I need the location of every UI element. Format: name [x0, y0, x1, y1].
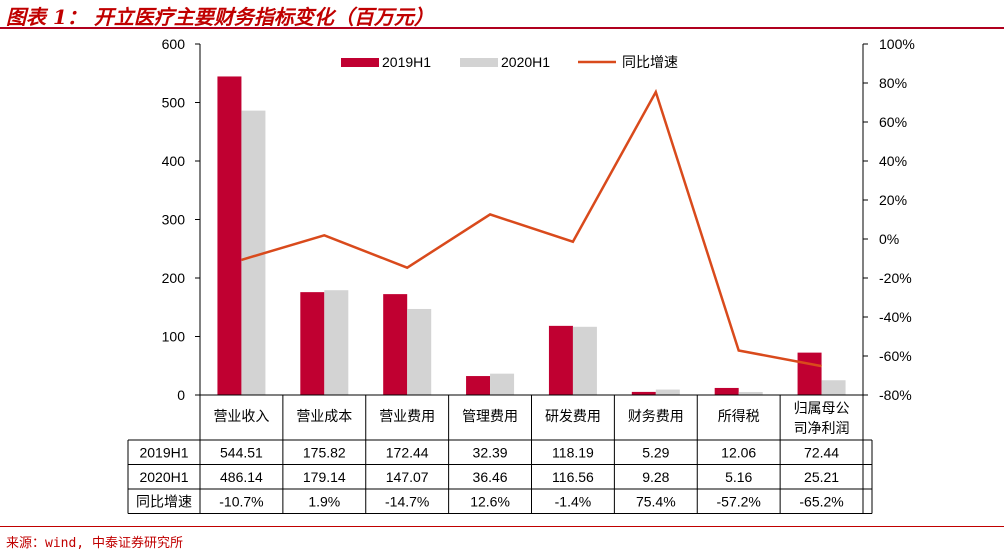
table-cell: 147.07: [386, 469, 429, 485]
bars: [217, 76, 845, 395]
legend-label-2019h1: 2019H1: [382, 54, 431, 70]
y-left-tick-label: 200: [162, 270, 186, 286]
table-cell: 118.19: [552, 444, 594, 460]
table-cell: 25.21: [804, 469, 839, 485]
y-right-tick-label: 20%: [879, 192, 907, 208]
table-row-label: 2019H1: [139, 444, 188, 460]
category-label: 营业收入: [213, 409, 269, 425]
table-cell: -57.2%: [717, 493, 761, 509]
y-right-tick-label: -60%: [879, 348, 912, 364]
category-label: 研发费用: [545, 409, 601, 425]
table-cell: 116.56: [552, 469, 594, 485]
bar-2019h1: [466, 376, 490, 395]
bar-2019h1: [383, 294, 407, 395]
category-label: 所得税: [718, 408, 760, 425]
bar-2019h1: [549, 326, 573, 395]
table-cell: 544.51: [220, 444, 263, 460]
bar-2020h1: [407, 309, 431, 395]
table-cell: -1.4%: [555, 493, 592, 509]
table-cell: 5.16: [725, 469, 752, 485]
table-cell: 179.14: [303, 469, 346, 485]
legend-label-growth: 同比增速: [622, 54, 678, 70]
table-cell: 486.14: [220, 469, 263, 485]
table-row-label: 2020H1: [139, 469, 188, 485]
y-left-tick-label: 300: [162, 212, 186, 228]
category-label: 营业费用: [379, 409, 435, 425]
y-left-tick-label: 0: [177, 387, 185, 403]
table-cell: 1.9%: [308, 493, 340, 509]
table-cell: -14.7%: [385, 493, 429, 509]
table-cell: 12.06: [721, 444, 756, 460]
bar-2020h1: [490, 374, 514, 395]
category-label-line: 归属母公: [794, 400, 850, 417]
bottom-rule: [0, 526, 1004, 527]
bar-2020h1: [822, 380, 846, 395]
y-left-tick-label: 400: [162, 153, 186, 169]
table-cell: 72.44: [804, 444, 839, 460]
legend: 2019H1 2020H1 同比增速: [341, 54, 678, 70]
y-left-tick-label: 100: [162, 329, 186, 345]
category-label: 管理费用: [462, 409, 518, 425]
category-label-line: 司净利润: [794, 421, 850, 437]
y-right-tick-label: 60%: [879, 114, 907, 130]
y-right-tick-label: 0%: [879, 231, 899, 247]
table-cell: 36.46: [473, 469, 508, 485]
y-right-tick-label: -20%: [879, 270, 912, 286]
table-cell: 9.28: [642, 469, 669, 485]
bar-2020h1: [656, 390, 680, 395]
y-left-tick-label: 600: [162, 36, 186, 52]
y-left-tick-label: 500: [162, 95, 186, 111]
bar-2019h1: [217, 76, 241, 395]
table-cell: 172.44: [386, 444, 429, 460]
legend-label-2020h1: 2020H1: [501, 54, 550, 70]
axes: 0 100 200 300 400 500 600 -80% -60% -40% -20% 0% 20%…: [162, 36, 915, 403]
y-right-tick-label: -40%: [879, 309, 912, 325]
table-cell: -65.2%: [799, 493, 843, 509]
table-cell: 32.39: [473, 444, 508, 460]
legend-swatch-2019h1: [341, 58, 379, 67]
table-cell: 175.82: [303, 444, 346, 460]
y-right-tick-label: -80%: [879, 387, 912, 403]
table-cell: 5.29: [642, 444, 669, 460]
table-cell: 75.4%: [636, 493, 676, 509]
chart: 0 100 200 300 400 500 600 -80% -60% -40% -20% 0% 20%…: [0, 0, 1004, 526]
y-right-tick-label: 40%: [879, 153, 907, 169]
category-label: 营业成本: [296, 409, 352, 425]
category-label: 财务费用: [628, 409, 684, 425]
bar-2019h1: [300, 292, 324, 395]
table-cell: 12.6%: [470, 493, 510, 509]
bar-2019h1: [798, 353, 822, 395]
table-cell: -10.7%: [219, 493, 263, 509]
table-row-label: 同比增速: [136, 493, 192, 509]
bar-2019h1: [715, 388, 739, 395]
legend-swatch-2020h1: [460, 58, 498, 67]
y-right-tick-label: 100%: [879, 36, 915, 52]
y-right-tick-label: 80%: [879, 75, 907, 91]
source-note: 来源：wind, 中泰证券研究所: [6, 532, 183, 551]
bar-2020h1: [573, 327, 597, 395]
bar-2020h1: [324, 290, 348, 395]
